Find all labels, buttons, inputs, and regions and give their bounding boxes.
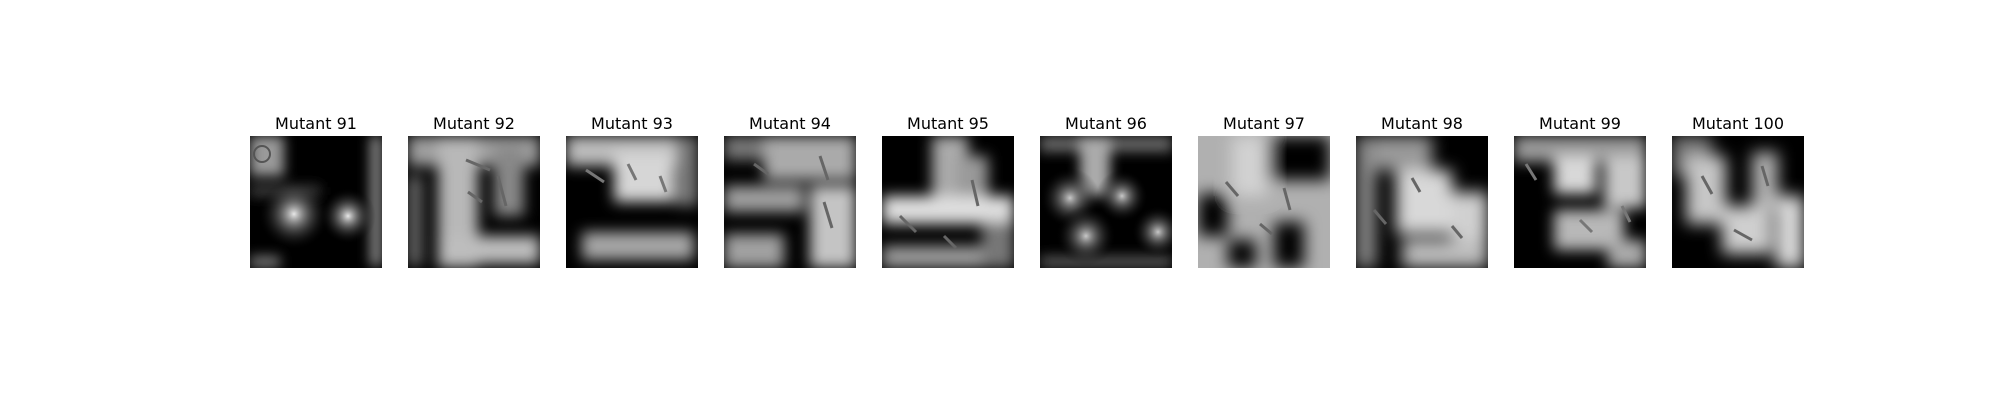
panel-title: Mutant 96 bbox=[1040, 112, 1172, 136]
mutant-panel: Mutant 96 bbox=[1040, 112, 1172, 268]
mutant-image bbox=[250, 136, 382, 268]
panel-title: Mutant 95 bbox=[882, 112, 1014, 136]
mutant-image bbox=[1514, 136, 1646, 268]
panel-title: Mutant 92 bbox=[408, 112, 540, 136]
mutant-panel: Mutant 94 bbox=[724, 112, 856, 268]
panel-title: Mutant 94 bbox=[724, 112, 856, 136]
mutant-panel: Mutant 95 bbox=[882, 112, 1014, 268]
mutant-panel: Mutant 100 bbox=[1672, 112, 1804, 268]
mutant-image bbox=[408, 136, 540, 268]
mutant-panel: Mutant 91 bbox=[250, 112, 382, 268]
panel-title: Mutant 93 bbox=[566, 112, 698, 136]
mutant-image bbox=[724, 136, 856, 268]
mutant-image bbox=[1198, 136, 1330, 268]
mutant-panel: Mutant 99 bbox=[1514, 112, 1646, 268]
mutant-image bbox=[1040, 136, 1172, 268]
mutant-image bbox=[882, 136, 1014, 268]
panel-title: Mutant 97 bbox=[1198, 112, 1330, 136]
panel-title: Mutant 99 bbox=[1514, 112, 1646, 136]
mutant-panel: Mutant 97 bbox=[1198, 112, 1330, 268]
mutant-panel: Mutant 93 bbox=[566, 112, 698, 268]
mutant-image bbox=[1672, 136, 1804, 268]
panel-title: Mutant 91 bbox=[250, 112, 382, 136]
panel-title: Mutant 98 bbox=[1356, 112, 1488, 136]
mutant-image bbox=[1356, 136, 1488, 268]
mutant-image bbox=[566, 136, 698, 268]
mutant-panel: Mutant 98 bbox=[1356, 112, 1488, 268]
panel-title: Mutant 100 bbox=[1672, 112, 1804, 136]
mutant-panel: Mutant 92 bbox=[408, 112, 540, 268]
